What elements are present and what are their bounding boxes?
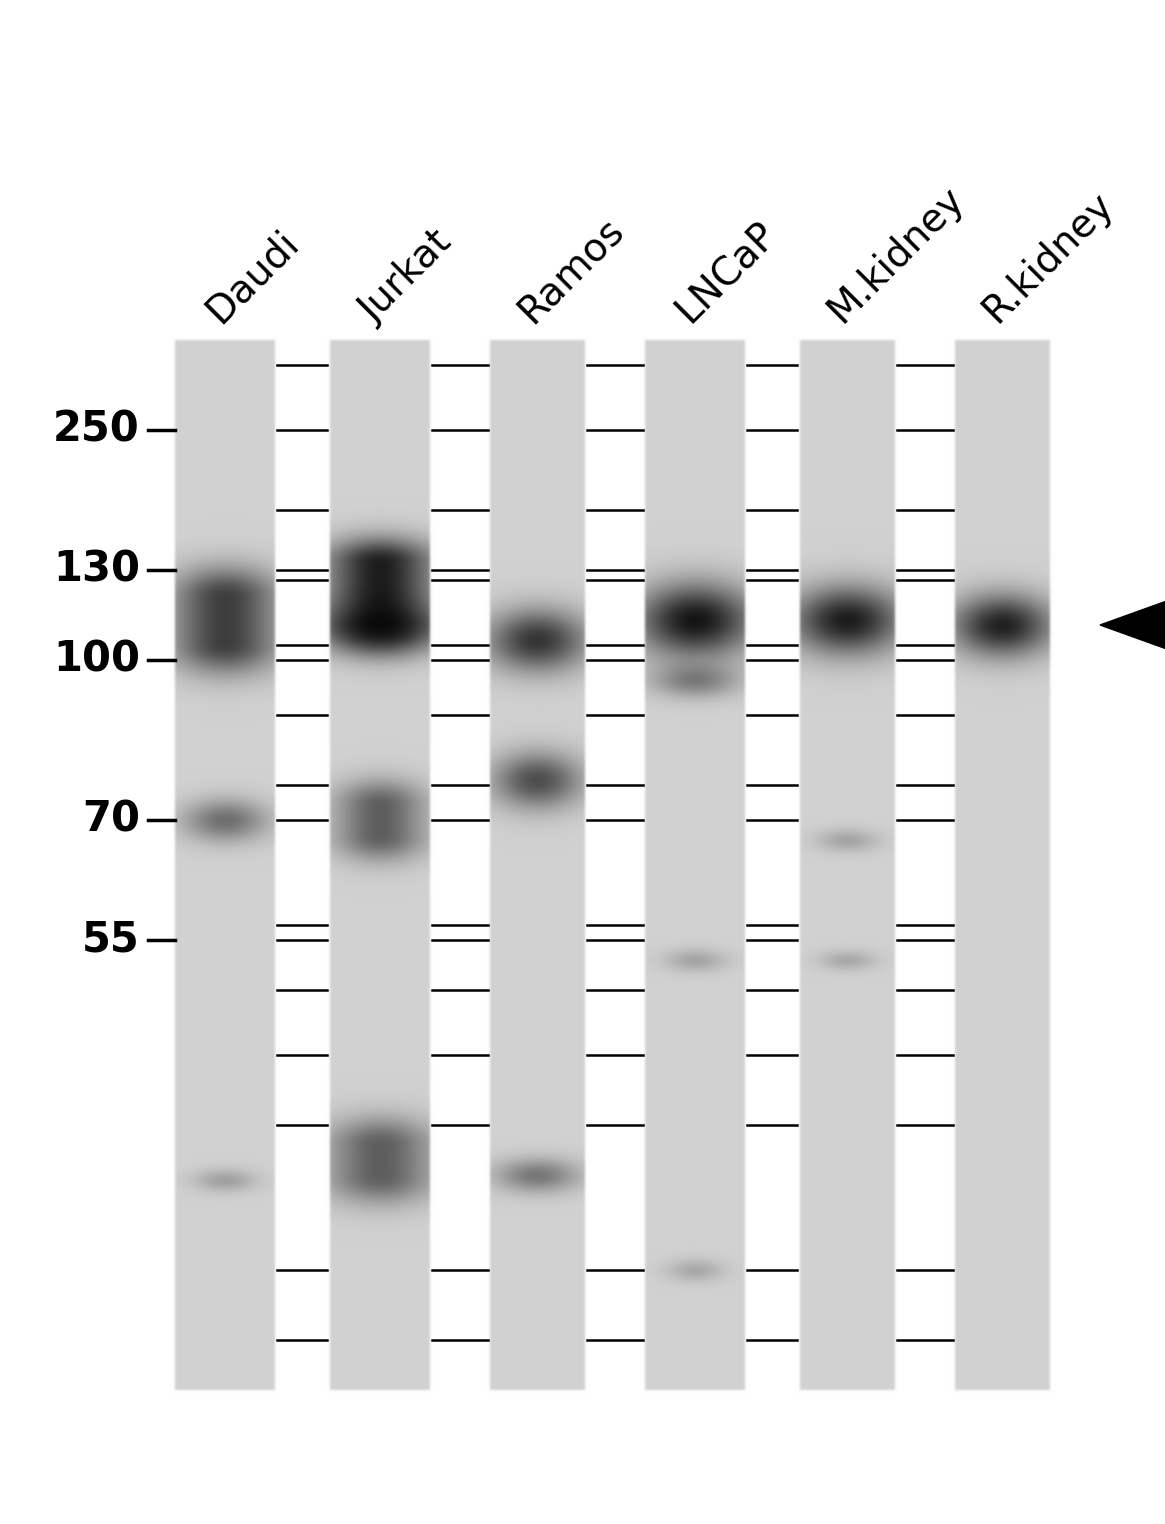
Polygon shape (1100, 597, 1165, 652)
Text: 55: 55 (83, 919, 140, 962)
Text: 70: 70 (82, 799, 140, 841)
Text: Daudi: Daudi (198, 223, 305, 331)
Text: 130: 130 (52, 549, 140, 591)
Text: R.kidney: R.kidney (975, 184, 1121, 331)
Text: M.kidney: M.kidney (820, 180, 972, 331)
Text: 100: 100 (52, 639, 140, 681)
Text: Ramos: Ramos (510, 210, 630, 331)
Text: 250: 250 (54, 408, 140, 451)
Text: Jurkat: Jurkat (353, 223, 460, 331)
Text: LNCaP: LNCaP (669, 215, 784, 331)
